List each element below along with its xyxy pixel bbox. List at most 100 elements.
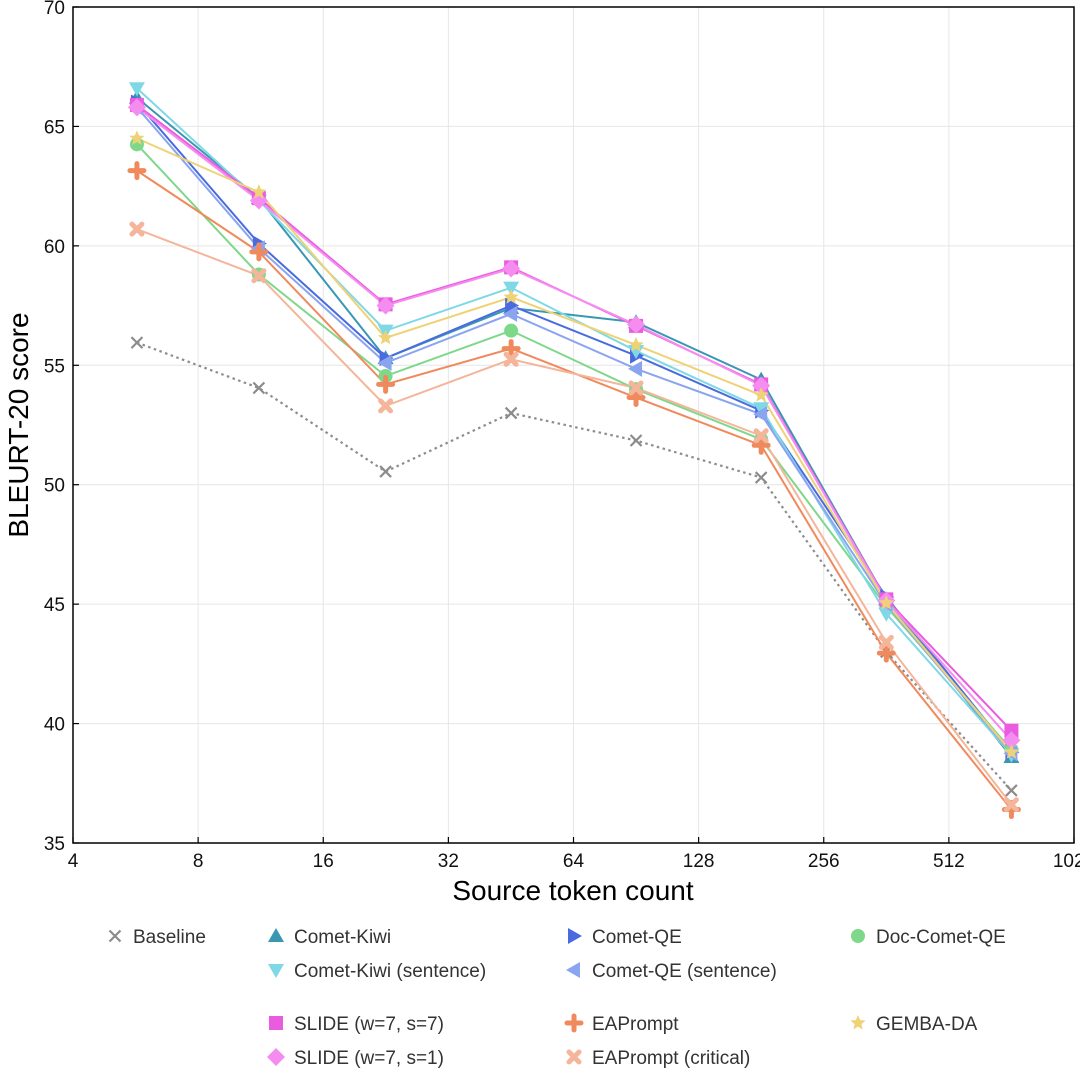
point-slide-w-7-s-1 (752, 376, 771, 395)
x-tick-label: 256 (808, 851, 840, 872)
legend-label: Comet-Kiwi (294, 927, 391, 948)
legend-item-comet-qe: Comet-QE (568, 927, 682, 948)
point-eaprompt-critical (129, 221, 145, 237)
x-tick-label: 4 (68, 851, 79, 872)
point-doc-comet-qe (504, 323, 519, 338)
point-baseline (504, 406, 518, 420)
point-slide-w-7-s-1 (249, 191, 268, 210)
axis-ticks: 4 8 16 32 64 128 256 512 1024 35 40 45 50 55 60 65 70 (44, 0, 1080, 872)
point-eaprompt-critical (753, 428, 769, 444)
point-eaprompt (376, 374, 396, 394)
x-tick-label: 1024 (1053, 851, 1080, 872)
x-tick-label: 512 (933, 851, 965, 872)
point-eaprompt-critical (628, 380, 644, 396)
point-eaprompt-critical (1003, 797, 1019, 813)
y-tick-label: 40 (44, 715, 65, 736)
point-gemba-da (377, 329, 394, 345)
x-tick-label: 32 (438, 851, 459, 872)
point-baseline (629, 434, 643, 447)
legend-label: Comet-QE (sentence) (592, 961, 777, 982)
point-baseline (130, 336, 144, 349)
point-comet-qe-sentence (753, 406, 768, 423)
legend-label: SLIDE (w=7, s=1) (294, 1048, 444, 1069)
legend-marker-comet-qe-sentence (566, 962, 580, 978)
legend-item-comet-qe-sentence: Comet-QE (sentence) (566, 961, 777, 982)
point-eaprompt (876, 643, 896, 663)
point-slide-w-7-s-1 (627, 315, 646, 334)
y-tick-label: 55 (44, 356, 65, 377)
legend-item-comet-kiwi: Comet-Kiwi (268, 927, 391, 948)
point-slide-w-7-s-1 (502, 259, 521, 278)
point-eaprompt-critical (378, 398, 394, 414)
legend: Baseline Comet-Kiwi Comet-QE Doc-Comet-QE Co… (108, 927, 1006, 1069)
y-axis-label: BLEURT-20 score (3, 312, 34, 537)
point-gemba-da (753, 387, 769, 402)
point-slide-w-7-s-1 (376, 296, 395, 315)
legend-label: Comet-Kiwi (sentence) (294, 961, 486, 982)
point-comet-qe-sentence (503, 305, 518, 322)
point-comet-kiwi-sentence (753, 402, 770, 417)
point-gemba-da (251, 184, 267, 199)
legend-item-eaprompt-critical: EAPrompt (critical) (566, 1048, 750, 1069)
point-baseline (252, 381, 266, 395)
point-baseline (1005, 784, 1018, 797)
legend-marker-eaprompt (564, 1013, 584, 1033)
point-eaprompt (127, 161, 147, 181)
series-line-slide-w-7-s-1 (136, 106, 1013, 741)
series-line-comet-kiwi-sentence (136, 87, 1013, 756)
point-eaprompt (501, 339, 521, 359)
legend-marker-baseline (108, 929, 122, 943)
point-comet-qe-sentence (628, 360, 643, 377)
legend-label: EAPrompt (592, 1014, 679, 1035)
point-comet-kiwi-sentence (628, 344, 645, 359)
x-tick-label: 8 (193, 851, 204, 872)
legend-label: SLIDE (w=7, s=7) (294, 1014, 444, 1035)
point-gemba-da (1003, 744, 1020, 759)
legend-label: Baseline (133, 927, 206, 948)
point-baseline (379, 465, 392, 478)
x-tick-label: 16 (313, 851, 334, 872)
series-line-comet-qe-sentence (136, 106, 1013, 755)
x-tick-label: 128 (683, 851, 715, 872)
legend-marker-gemba-da (850, 1015, 866, 1030)
y-tick-label: 35 (44, 834, 65, 855)
y-tick-label: 60 (44, 237, 65, 258)
grid (73, 7, 1074, 843)
point-eaprompt (751, 435, 771, 455)
point-comet-qe-sentence (377, 354, 392, 371)
legend-marker-doc-comet-qe (851, 929, 865, 943)
legend-item-slide-w-7-s-1: SLIDE (w=7, s=1) (267, 1048, 444, 1069)
point-eaprompt (249, 242, 269, 262)
point-gemba-da (503, 289, 519, 304)
x-tick-label: 64 (563, 851, 585, 872)
legend-marker-eaprompt-critical (566, 1049, 582, 1065)
point-gemba-da (129, 130, 145, 145)
legend-item-doc-comet-qe: Doc-Comet-QE (851, 927, 1006, 948)
series-markers (127, 82, 1021, 820)
legend-item-eaprompt: EAPrompt (564, 1013, 679, 1035)
legend-item-comet-kiwi-sentence: Comet-Kiwi (sentence) (268, 961, 486, 982)
legend-label: GEMBA-DA (876, 1014, 978, 1035)
point-slide-w-7-s-1 (1002, 731, 1021, 750)
legend-marker-slide-w-7-s-7 (269, 1016, 283, 1030)
legend-marker-comet-kiwi (268, 928, 284, 942)
point-eaprompt-critical (251, 268, 267, 284)
legend-item-slide-w-7-s-7: SLIDE (w=7, s=7) (269, 1014, 444, 1035)
legend-label: EAPrompt (critical) (592, 1048, 750, 1069)
point-slide-w-7-s-7 (1004, 723, 1019, 738)
series-line-gemba-da (136, 137, 1013, 753)
point-slide-w-7-s-1 (127, 98, 146, 117)
point-eaprompt (626, 388, 646, 408)
legend-item-baseline: Baseline (108, 927, 206, 948)
y-tick-label: 45 (44, 595, 65, 616)
series-lines (136, 87, 1013, 811)
legend-label: Comet-QE (592, 927, 682, 948)
legend-marker-slide-w-7-s-1 (267, 1048, 285, 1066)
point-gemba-da (628, 336, 644, 352)
point-gemba-da (878, 594, 894, 610)
legend-label: Doc-Comet-QE (876, 927, 1006, 948)
legend-marker-comet-kiwi-sentence (268, 964, 284, 978)
y-tick-label: 50 (44, 476, 65, 497)
point-eaprompt-critical (503, 351, 519, 367)
series-line-eaprompt-critical (136, 228, 1013, 806)
